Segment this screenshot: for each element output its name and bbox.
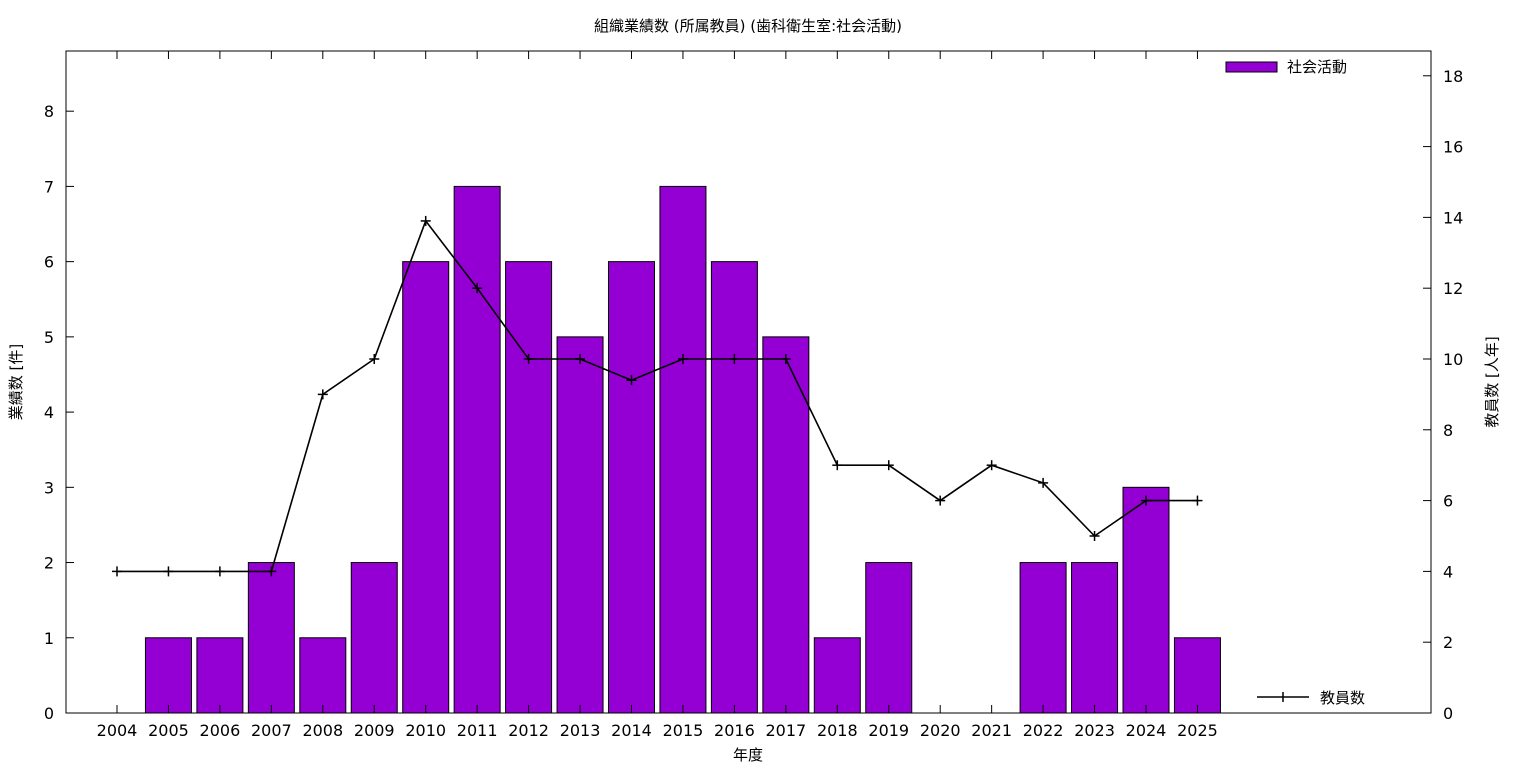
line-point-2016 — [729, 353, 740, 364]
x-tick-label-2010: 2010 — [405, 721, 446, 740]
x-tick-label-2025: 2025 — [1177, 721, 1218, 740]
bar-2006 — [196, 637, 244, 714]
y-tick-label-0: 0 — [44, 704, 54, 723]
x-tick-label-2008: 2008 — [302, 721, 343, 740]
line-point-2010 — [420, 215, 431, 226]
bar-2022 — [1019, 562, 1067, 714]
x-tick-label-2021: 2021 — [971, 721, 1012, 740]
y2-tick-label-4: 4 — [1443, 562, 1453, 581]
line-point-2020 — [935, 495, 946, 506]
line-point-2024 — [1141, 495, 1151, 506]
line-point-2023 — [1089, 530, 1100, 541]
x-tick-label-2020: 2020 — [920, 721, 961, 740]
legend-label-line: 教員数 — [1320, 689, 1365, 707]
legend: 社会活動 教員数 — [1225, 58, 1365, 707]
bar-2025 — [1173, 637, 1221, 714]
x-tick-label-2005: 2005 — [148, 721, 189, 740]
y2-tick-label-14: 14 — [1443, 208, 1463, 227]
line-point-2021 — [986, 460, 997, 471]
line-point-2009 — [369, 353, 380, 364]
bar-2010 — [402, 261, 450, 714]
legend-label-bar: 社会活動 — [1287, 58, 1347, 76]
line-point-2017 — [780, 353, 791, 364]
x-tick-label-2013: 2013 — [560, 721, 601, 740]
line-point-2011 — [472, 283, 483, 294]
bar-2009 — [350, 562, 398, 714]
line-point-2012 — [523, 353, 534, 364]
line-point-2004 — [112, 566, 122, 577]
bar-2007 — [247, 562, 295, 714]
bar-2024 — [1122, 486, 1170, 714]
line-point-2015 — [677, 353, 688, 364]
bar-2005 — [144, 637, 192, 714]
y-axis-title: 業績数 [件] — [7, 344, 25, 420]
x-tick-label-2019: 2019 — [868, 721, 909, 740]
x-axis-title: 年度 — [733, 746, 763, 764]
x-tick-label-2017: 2017 — [765, 721, 806, 740]
y-tick-label-7: 7 — [44, 177, 54, 196]
y2-tick-label-0: 0 — [1443, 704, 1453, 723]
y2-tick-label-16: 16 — [1443, 138, 1463, 157]
y2-tick-label-2: 2 — [1443, 633, 1453, 652]
line-point-2018 — [832, 460, 843, 471]
y-tick-label-2: 2 — [44, 554, 54, 573]
x-tick-label-2004: 2004 — [97, 721, 138, 740]
x-tick-label-2007: 2007 — [251, 721, 292, 740]
bar-2011 — [453, 185, 501, 714]
line-point-2022 — [1038, 477, 1049, 488]
line-series-group — [112, 215, 1203, 577]
y2-tick-label-12: 12 — [1443, 279, 1463, 298]
line-point-2013 — [575, 353, 586, 364]
bar-2015 — [659, 185, 707, 714]
y-tick-label-6: 6 — [44, 253, 54, 272]
x-tick-label-2009: 2009 — [354, 721, 395, 740]
bar-2012 — [505, 261, 553, 714]
y2-tick-label-18: 18 — [1443, 67, 1463, 86]
y-tick-label-1: 1 — [44, 629, 54, 648]
line-point-2014 — [626, 375, 637, 386]
bar-2014 — [608, 261, 655, 714]
x-tick-label-2023: 2023 — [1074, 721, 1115, 740]
x-tick-label-2018: 2018 — [817, 721, 858, 740]
y2-tick-label-6: 6 — [1443, 492, 1453, 511]
bar-2008 — [299, 637, 347, 714]
y2-axis-title: 教員数 [人年] — [1483, 336, 1501, 427]
y-tick-label-5: 5 — [44, 328, 54, 347]
x-tick-label-2022: 2022 — [1023, 721, 1064, 740]
x-tick-label-2014: 2014 — [611, 721, 652, 740]
bar-2013 — [556, 336, 604, 714]
line-point-2005 — [163, 566, 174, 577]
line-point-2019 — [883, 460, 894, 471]
x-tick-label-2024: 2024 — [1126, 721, 1167, 740]
bar-2019 — [865, 562, 913, 714]
y2-tick-label-10: 10 — [1443, 350, 1463, 369]
y2-tick-label-8: 8 — [1443, 421, 1453, 440]
line-point-2025 — [1192, 495, 1203, 506]
bar-2023 — [1071, 562, 1119, 714]
x-tick-label-2015: 2015 — [663, 721, 704, 740]
bar-2018 — [813, 637, 861, 714]
line-point-2008 — [317, 389, 328, 400]
line-point-2006 — [214, 566, 225, 577]
legend-swatch-bar — [1225, 61, 1278, 73]
x-tick-label-2006: 2006 — [200, 721, 241, 740]
bar-2017 — [762, 336, 810, 714]
x-tick-label-2016: 2016 — [714, 721, 755, 740]
chart-title: 組織業績数 (所属教員) (歯科衛生室:社会活動) — [594, 17, 902, 35]
y-tick-label-8: 8 — [44, 102, 54, 121]
x-tick-label-2012: 2012 — [508, 721, 549, 740]
y-tick-label-4: 4 — [44, 403, 54, 422]
line-path-教員数 — [117, 219, 1198, 573]
x-tick-label-2011: 2011 — [457, 721, 498, 740]
bar-2016 — [710, 261, 758, 714]
line-point-2007 — [266, 566, 277, 577]
y-tick-label-3: 3 — [44, 478, 54, 497]
plot-frame — [65, 50, 1432, 714]
